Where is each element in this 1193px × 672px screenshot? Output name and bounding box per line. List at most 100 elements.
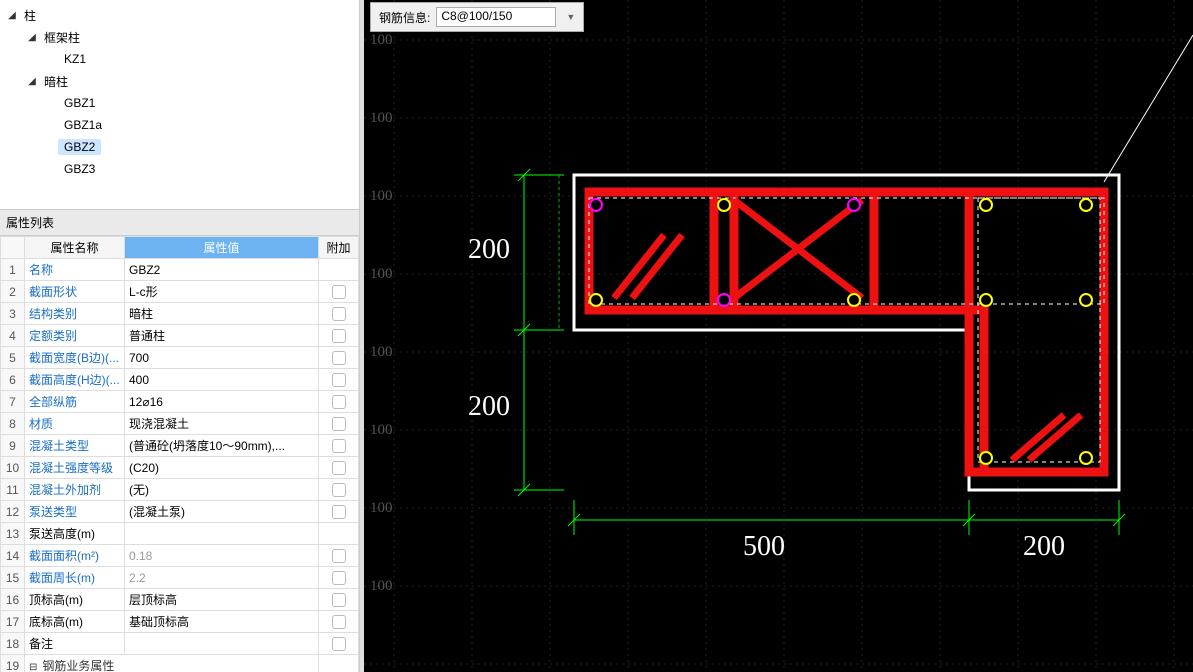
property-row[interactable]: 11混凝土外加剂(无)	[1, 479, 359, 501]
tree-node[interactable]: GBZ3	[6, 158, 359, 180]
property-row[interactable]: 12泵送类型(混凝土泵)	[1, 501, 359, 523]
property-row[interactable]: 8材质现浇混凝土	[1, 413, 359, 435]
property-value-cell[interactable]: L-c形	[125, 281, 319, 303]
addon-checkbox[interactable]	[332, 417, 346, 431]
property-row[interactable]: 9混凝土类型(普通砼(坍落度10～90mm),...	[1, 435, 359, 457]
property-addon-cell[interactable]	[319, 303, 359, 325]
property-row[interactable]: 2截面形状L-c形	[1, 281, 359, 303]
addon-checkbox[interactable]	[332, 637, 346, 651]
property-value-cell[interactable]: (C20)	[125, 457, 319, 479]
property-value-cell[interactable]: 暗柱	[125, 303, 319, 325]
property-row[interactable]: 7全部纵筋12⌀16	[1, 391, 359, 413]
property-row[interactable]: 16顶标高(m)层顶标高	[1, 589, 359, 611]
property-addon-cell[interactable]	[319, 545, 359, 567]
property-addon-cell[interactable]	[319, 457, 359, 479]
addon-checkbox[interactable]	[332, 593, 346, 607]
property-row[interactable]: 6截面高度(H边)(...400	[1, 369, 359, 391]
tree-node-label[interactable]: GBZ1	[58, 95, 101, 111]
tree-node[interactable]: GBZ1	[6, 92, 359, 114]
property-value-cell[interactable]	[125, 523, 319, 545]
property-addon-cell[interactable]	[319, 413, 359, 435]
property-value-cell[interactable]: 2.2	[125, 567, 319, 589]
property-row[interactable]: 19⊟ 钢筋业务属性	[1, 655, 359, 672]
property-value-cell[interactable]: (混凝土泵)	[125, 501, 319, 523]
property-row[interactable]: 17底标高(m)基础顶标高	[1, 611, 359, 633]
addon-checkbox[interactable]	[332, 505, 346, 519]
property-row[interactable]: 3结构类别暗柱	[1, 303, 359, 325]
property-value-cell[interactable]: 0.18	[125, 545, 319, 567]
property-col-name[interactable]: 属性名称	[25, 237, 125, 259]
property-row[interactable]: 15截面周长(m)2.2	[1, 567, 359, 589]
tree-node-label[interactable]: 暗柱	[38, 72, 74, 91]
property-addon-cell[interactable]	[319, 281, 359, 303]
property-addon-cell[interactable]	[319, 347, 359, 369]
tree-toggle-icon[interactable]: ◢	[26, 32, 38, 43]
property-row-index: 18	[1, 633, 25, 655]
tree-toggle-icon[interactable]: ◢	[6, 10, 18, 21]
group-expander-icon[interactable]: ⊟	[29, 662, 39, 672]
property-value-cell[interactable]: 12⌀16	[125, 391, 319, 413]
addon-checkbox[interactable]	[332, 549, 346, 563]
tree-node[interactable]: KZ1	[6, 48, 359, 70]
property-addon-cell[interactable]	[319, 369, 359, 391]
property-col-addon[interactable]: 附加	[319, 237, 359, 259]
property-addon-cell[interactable]	[319, 479, 359, 501]
addon-checkbox[interactable]	[332, 329, 346, 343]
property-value-cell[interactable]: 400	[125, 369, 319, 391]
tree-node[interactable]: ◢柱	[6, 4, 359, 26]
property-addon-cell[interactable]	[319, 589, 359, 611]
addon-checkbox[interactable]	[332, 395, 346, 409]
tree-node[interactable]: ◢框架柱	[6, 26, 359, 48]
property-row[interactable]: 1名称GBZ2	[1, 259, 359, 281]
property-col-value[interactable]: 属性值	[125, 237, 319, 259]
component-tree[interactable]: ◢柱◢框架柱KZ1◢暗柱GBZ1GBZ1aGBZ2GBZ3	[0, 0, 359, 210]
rebar-info-dropdown-icon[interactable]: ▼	[566, 12, 575, 22]
tree-node-label[interactable]: KZ1	[58, 51, 92, 67]
property-value-cell[interactable]: (普通砼(坍落度10～90mm),...	[125, 435, 319, 457]
property-value-cell[interactable]: 层顶标高	[125, 589, 319, 611]
addon-checkbox[interactable]	[332, 571, 346, 585]
rebar-point	[590, 294, 602, 306]
tree-node-label[interactable]: 柱	[18, 6, 42, 25]
property-addon-cell[interactable]	[319, 325, 359, 347]
addon-checkbox[interactable]	[332, 439, 346, 453]
addon-checkbox[interactable]	[332, 285, 346, 299]
property-row[interactable]: 10混凝土强度等级(C20)	[1, 457, 359, 479]
property-addon-cell[interactable]	[319, 611, 359, 633]
property-value-cell[interactable]: 700	[125, 347, 319, 369]
tree-node-label[interactable]: GBZ1a	[58, 117, 108, 133]
property-addon-cell[interactable]	[319, 567, 359, 589]
property-value-cell[interactable]: 现浇混凝土	[125, 413, 319, 435]
addon-checkbox[interactable]	[332, 307, 346, 321]
property-value-cell[interactable]: 基础顶标高	[125, 611, 319, 633]
property-row[interactable]: 4定额类别普通柱	[1, 325, 359, 347]
tree-node[interactable]: GBZ1a	[6, 114, 359, 136]
addon-checkbox[interactable]	[332, 461, 346, 475]
tree-node[interactable]: ◢暗柱	[6, 70, 359, 92]
rebar-info-field[interactable]: C8@100/150	[436, 7, 556, 27]
property-value-cell[interactable]: (无)	[125, 479, 319, 501]
tree-node-label[interactable]: GBZ2	[58, 139, 101, 155]
cad-canvas[interactable]: 100100100100100100100100200200500200	[364, 0, 1193, 672]
property-value-cell[interactable]: 普通柱	[125, 325, 319, 347]
property-addon-cell[interactable]	[319, 501, 359, 523]
tree-node[interactable]: GBZ2	[6, 136, 359, 158]
property-addon-cell[interactable]	[319, 633, 359, 655]
addon-checkbox[interactable]	[332, 483, 346, 497]
canvas-area[interactable]: 100100100100100100100100200200500200	[364, 0, 1193, 672]
property-value-cell[interactable]	[125, 633, 319, 655]
tree-toggle-icon[interactable]: ◢	[26, 76, 38, 87]
tree-node-label[interactable]: GBZ3	[58, 161, 101, 177]
addon-checkbox[interactable]	[332, 351, 346, 365]
addon-checkbox[interactable]	[332, 615, 346, 629]
property-row[interactable]: 5截面宽度(B边)(...700	[1, 347, 359, 369]
property-addon-cell[interactable]	[319, 391, 359, 413]
property-value-cell[interactable]: GBZ2	[125, 259, 319, 281]
property-addon-cell[interactable]	[319, 435, 359, 457]
property-row[interactable]: 14截面面积(m²)0.18	[1, 545, 359, 567]
addon-checkbox[interactable]	[332, 373, 346, 387]
property-row[interactable]: 13泵送高度(m)	[1, 523, 359, 545]
tree-node-label[interactable]: 框架柱	[38, 28, 86, 47]
property-row[interactable]: 18备注	[1, 633, 359, 655]
drawing-viewport[interactable]: 钢筋信息: C8@100/150 ▼ 100100100100100100100…	[364, 0, 1193, 672]
